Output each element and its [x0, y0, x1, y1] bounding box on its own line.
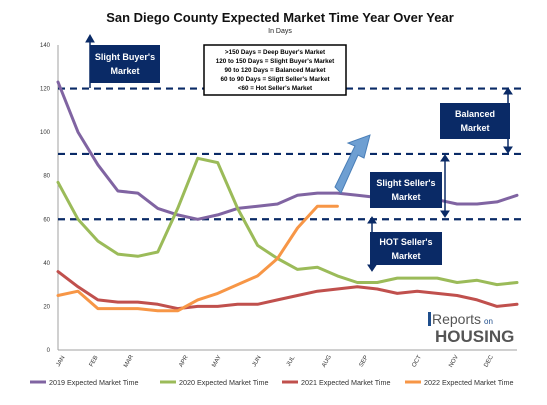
zone-balanced: Balanced Market — [440, 103, 510, 139]
legend-label: 2019 Expected Market Time — [49, 378, 139, 387]
zone-slight-sellers: Slight Seller's Market — [370, 172, 442, 208]
zone-arrows — [85, 33, 513, 272]
definition-line: <60 = Hot Seller's Market — [238, 85, 313, 92]
y-tick-label: 100 — [40, 130, 51, 136]
zone-label: HOT Seller's Market — [379, 236, 433, 261]
arrow-head — [503, 87, 513, 95]
chart-title: San Diego County Expected Market Time Ye… — [106, 10, 454, 25]
x-tick-label: JUL — [286, 355, 297, 368]
y-tick-label: 120 — [40, 87, 51, 93]
x-tick-label: MAY — [211, 355, 222, 369]
arrow-head — [503, 146, 513, 154]
logo-on: on — [484, 317, 493, 326]
x-tick-label: DEC — [483, 354, 495, 369]
x-tick-label: NOV — [448, 354, 460, 368]
x-tick-label: JAN — [56, 355, 67, 368]
x-axis: JAN FEB MAR APR MAY JUN JUL AUG SEP OCT NOV DEC — [56, 349, 517, 369]
definition-line: 90 to 120 Days = Balanced Market — [225, 67, 327, 74]
x-tick-label: APR — [178, 354, 190, 368]
y-axis: 0 20 40 60 80 100 120 140 — [40, 43, 59, 354]
arrow-head — [440, 154, 450, 162]
x-tick-label: AUG — [321, 354, 333, 369]
zone-label: Slight Seller's Market — [376, 178, 436, 202]
logo-housing: HOUSING — [435, 327, 514, 346]
definition-line: >150 Days = Deep Buyer's Market — [225, 49, 326, 56]
zone-slight-buyers: Slight Buyer's Market — [90, 45, 160, 83]
y-tick-label: 60 — [43, 217, 50, 223]
arrow-head — [440, 210, 450, 218]
series-legend: 2019 Expected Market Time 2020 Expected M… — [30, 378, 514, 387]
arrow-head — [367, 264, 377, 272]
legend-label: 2021 Expected Market Time — [301, 378, 391, 387]
logo-mark — [428, 312, 431, 326]
zone-label: Balanced Market — [454, 109, 496, 133]
y-tick-label: 40 — [43, 261, 50, 267]
legend-label: 2020 Expected Market Time — [179, 378, 269, 387]
chart-subtitle: In Days — [268, 28, 292, 35]
arrow-head — [85, 33, 95, 43]
logo-reports: Reports — [432, 311, 481, 327]
zone-hot-sellers: HOT Seller's Market — [370, 232, 442, 265]
definition-line: 60 to 90 Days = Sligtt Seller's Market — [220, 76, 330, 83]
x-tick-label: JUN — [252, 355, 263, 368]
pointer-arrow — [334, 134, 371, 194]
series-line — [56, 204, 339, 313]
definition-line: 120 to 150 Days = Slight Buyer's Market — [216, 58, 335, 65]
series-line — [56, 270, 519, 311]
arrow-head — [367, 216, 377, 224]
series-line — [56, 156, 519, 287]
definition-legend-box: >150 Days = Deep Buyer's Market 120 to 1… — [203, 44, 347, 96]
x-tick-label: OCT — [411, 354, 423, 368]
y-tick-label: 80 — [43, 174, 50, 180]
y-tick-label: 0 — [47, 348, 51, 354]
legend-label: 2022 Expected Market Time — [424, 378, 514, 387]
reports-on-housing-logo: Reports on HOUSING — [428, 311, 514, 346]
y-tick-label: 140 — [40, 43, 51, 49]
zone-label: Slight Buyer's Market — [94, 52, 156, 76]
x-tick-label: FEB — [89, 355, 100, 368]
x-tick-label: SEP — [359, 355, 370, 368]
x-tick-label: MAR — [123, 354, 135, 369]
y-tick-label: 20 — [43, 304, 50, 310]
